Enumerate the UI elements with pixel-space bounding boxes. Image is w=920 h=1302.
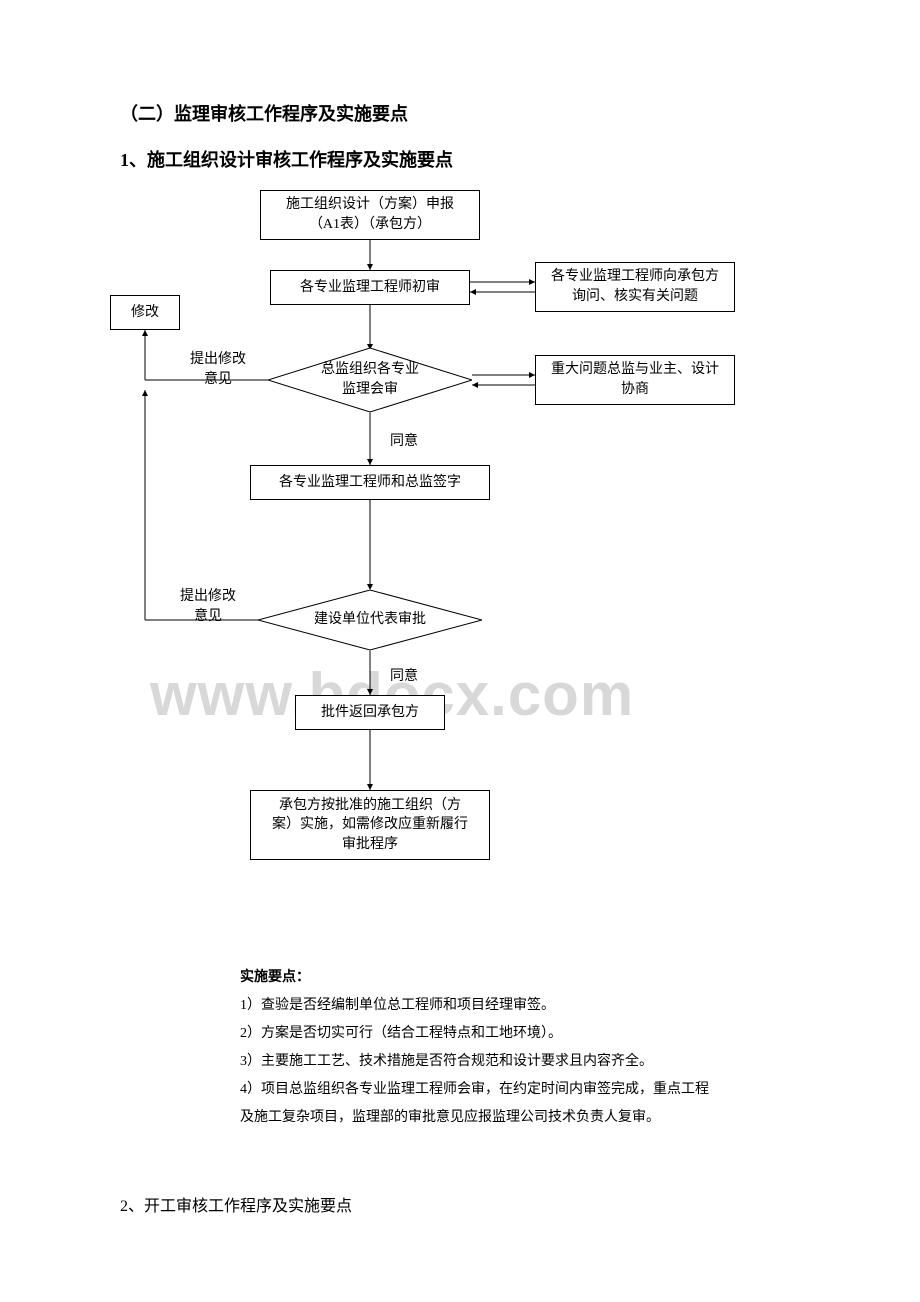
node-start: 施工组织设计（方案）申报 （A1表）（承包方）	[260, 190, 480, 240]
node-chief-review: 总监组织各专业 监理会审	[268, 348, 472, 412]
section-heading-1-1: 1、施工组织设计审核工作程序及实施要点	[120, 146, 800, 172]
notes-item: 1）查验是否经编制单位总工程师和项目经理审签。	[240, 992, 800, 1020]
notes-item: 3）主要施工工艺、技术措施是否符合规范和设计要求且内容齐全。	[240, 1048, 800, 1076]
label-agree-1: 同意	[390, 430, 418, 450]
node-sign: 各专业监理工程师和总监签字	[250, 465, 490, 500]
notes-title: 实施要点：	[240, 964, 800, 992]
node-final: 承包方按批准的施工组织（方 案）实施，如需修改应重新履行 审批程序	[250, 790, 490, 860]
label-suggest-modify-1: 提出修改 意见	[190, 348, 246, 388]
notes-item: 2）方案是否切实可行（结合工程特点和工地环境）。	[240, 1020, 800, 1048]
notes-item: 4）项目总监组织各专业监理工程师会审，在约定时间内审签完成，重点工程	[240, 1076, 800, 1104]
node-return: 批件返回承包方	[295, 695, 445, 730]
notes-block: 实施要点： 1）查验是否经编制单位总工程师和项目经理审签。 2）方案是否切实可行…	[240, 964, 800, 1132]
section-heading-1-2: 2、开工审核工作程序及实施要点	[120, 1192, 800, 1216]
node-initial-review: 各专业监理工程师初审	[270, 270, 470, 305]
node-modify: 修改	[110, 295, 180, 330]
notes-item: 及施工复杂项目，监理部的审批意见应报监理公司技术负责人复审。	[240, 1104, 800, 1132]
node-owner-approval: 建设单位代表审批	[258, 590, 482, 650]
node-chief-review-label: 总监组织各专业 监理会审	[268, 348, 472, 412]
label-suggest-modify-2: 提出修改 意见	[180, 585, 236, 625]
node-major-issue: 重大问题总监与业主、设计 协商	[535, 355, 735, 405]
flowchart-container: www.bdocx.com 施工组织设计（方案）申报 （A1表）（承包方） 各专…	[40, 190, 720, 950]
label-agree-2: 同意	[390, 665, 418, 685]
node-inquiry: 各专业监理工程师向承包方 询问、核实有关问题	[535, 262, 735, 312]
section-heading-2: （二）监理审核工作程序及实施要点	[120, 100, 800, 126]
node-owner-approval-label: 建设单位代表审批	[258, 590, 482, 650]
